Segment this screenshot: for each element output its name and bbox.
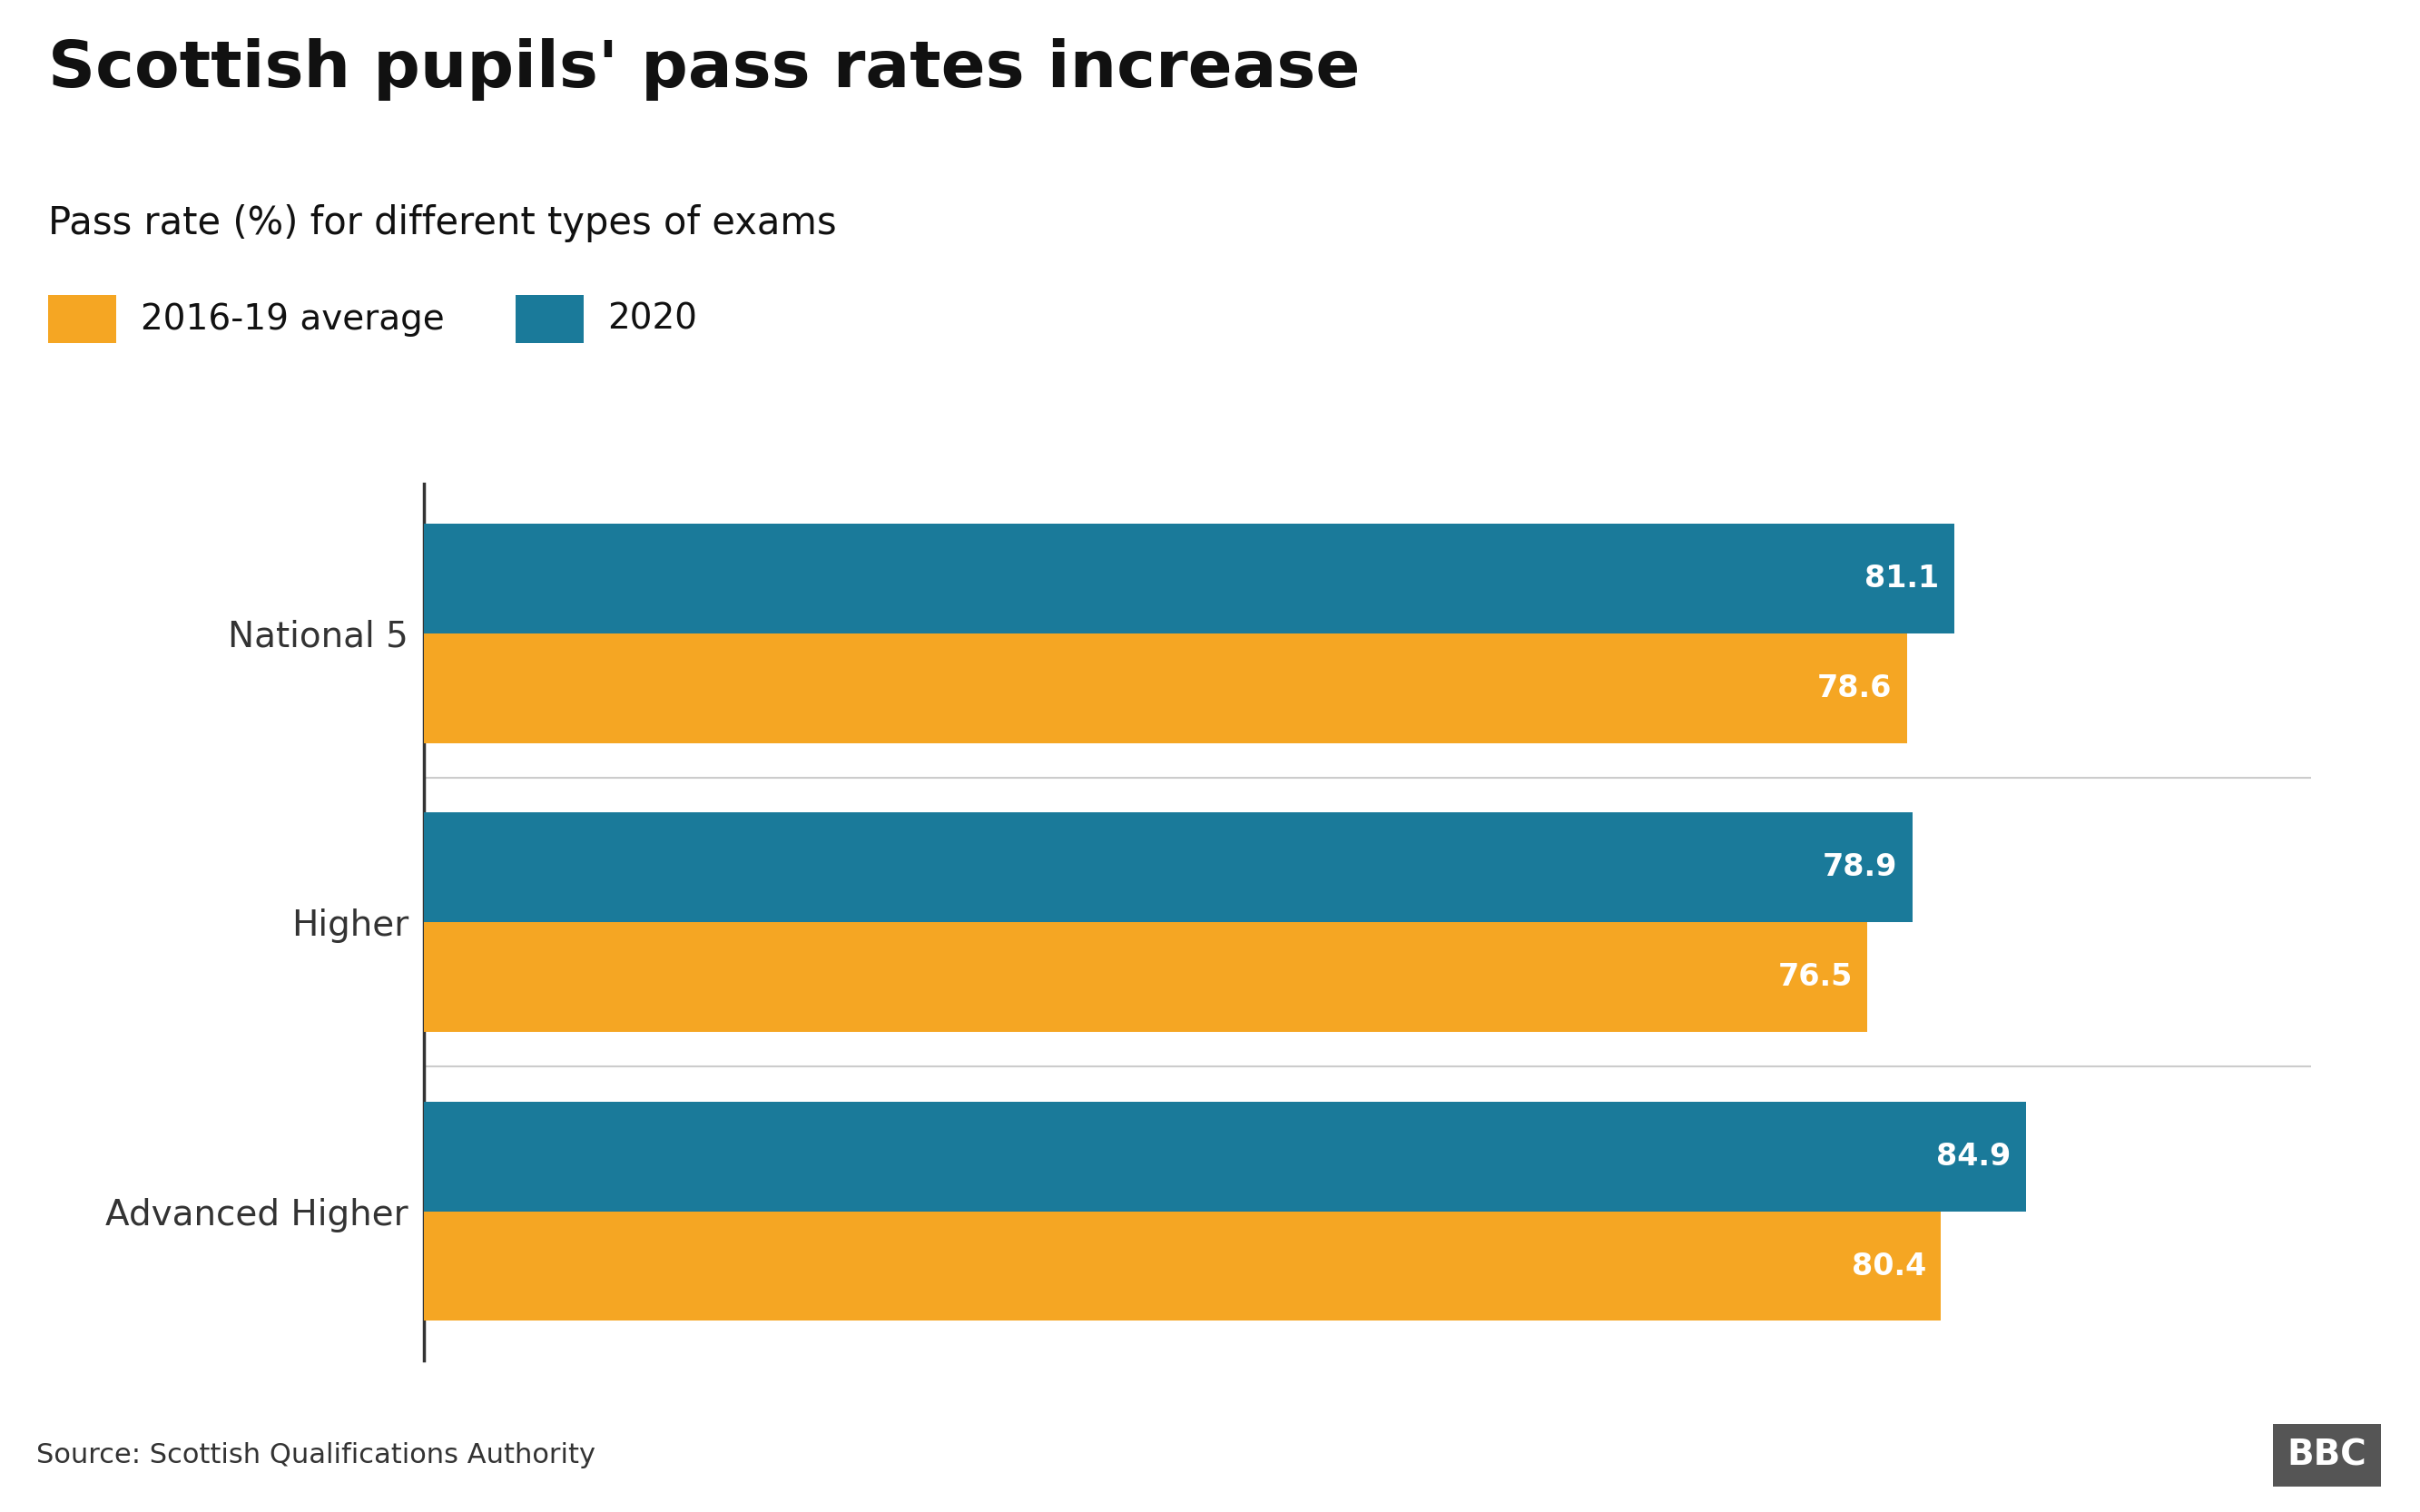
- Bar: [424, 523, 1955, 634]
- Text: 78.6: 78.6: [1817, 673, 1892, 703]
- Text: 84.9: 84.9: [1936, 1142, 2011, 1172]
- Bar: [424, 812, 1912, 922]
- Bar: [424, 922, 1868, 1033]
- Bar: [424, 634, 1907, 744]
- Text: 81.1: 81.1: [1866, 564, 1938, 594]
- Text: Scottish pupils' pass rates increase: Scottish pupils' pass rates increase: [48, 38, 1360, 100]
- Text: 2016-19 average: 2016-19 average: [140, 302, 445, 336]
- Text: 78.9: 78.9: [1822, 853, 1897, 883]
- Text: Source: Scottish Qualifications Authority: Source: Scottish Qualifications Authorit…: [36, 1442, 595, 1468]
- Text: Pass rate (%) for different types of exams: Pass rate (%) for different types of exa…: [48, 204, 837, 242]
- Bar: [424, 1101, 2026, 1211]
- Text: 80.4: 80.4: [1851, 1250, 1926, 1281]
- Text: BBC: BBC: [2287, 1438, 2367, 1473]
- Bar: [424, 1211, 1941, 1321]
- Text: 2020: 2020: [607, 302, 697, 336]
- Text: 76.5: 76.5: [1779, 962, 1851, 992]
